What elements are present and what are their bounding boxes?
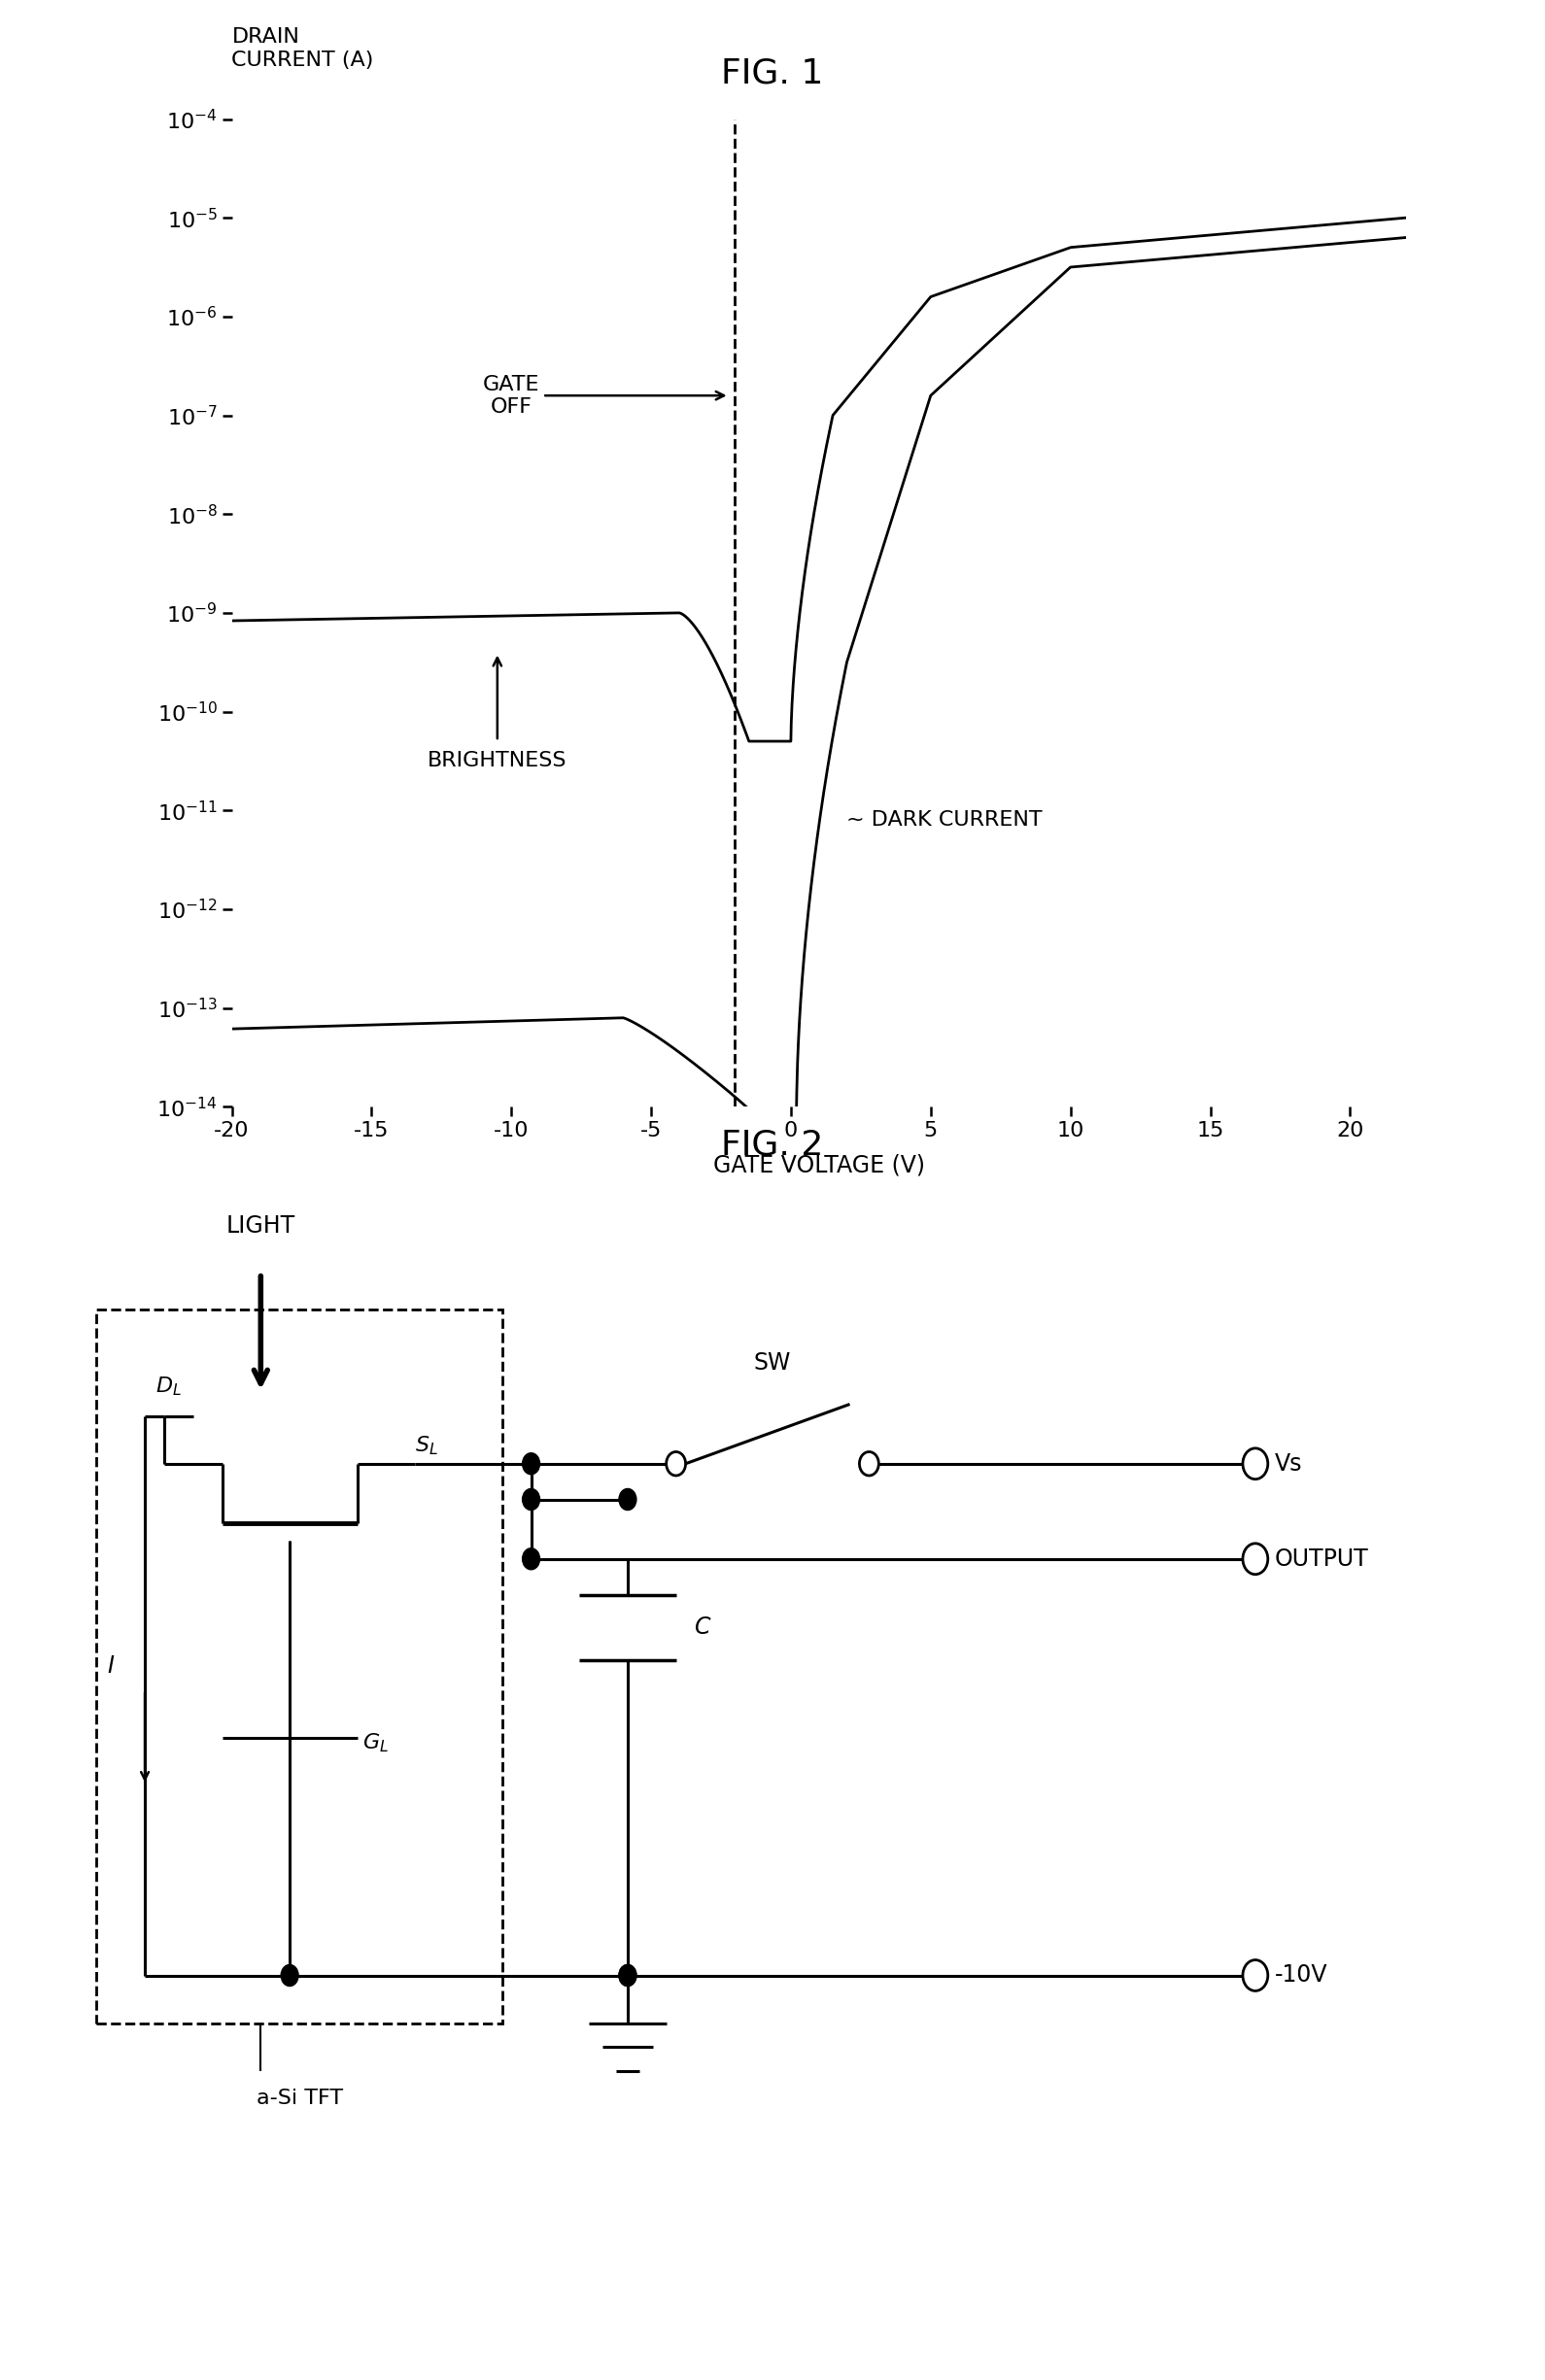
Text: I: I <box>108 1654 114 1678</box>
Circle shape <box>522 1549 539 1571</box>
Circle shape <box>620 1490 637 1511</box>
Text: GATE
OFF: GATE OFF <box>484 374 725 416</box>
Text: FIG. 2: FIG. 2 <box>722 1128 823 1161</box>
Circle shape <box>522 1490 539 1511</box>
Text: DRAIN
CURRENT (A): DRAIN CURRENT (A) <box>232 29 374 69</box>
Text: C: C <box>695 1616 711 1640</box>
X-axis label: GATE VOLTAGE (V): GATE VOLTAGE (V) <box>712 1154 925 1178</box>
Circle shape <box>1242 1542 1268 1576</box>
Text: OUTPUT: OUTPUT <box>1275 1547 1369 1571</box>
Text: SW: SW <box>754 1352 791 1373</box>
Circle shape <box>281 1966 298 1985</box>
Circle shape <box>620 1966 637 1985</box>
Circle shape <box>620 1966 637 1985</box>
Text: -10V: -10V <box>1275 1964 1327 1987</box>
Text: ~ DARK CURRENT: ~ DARK CURRENT <box>847 812 1043 831</box>
Text: FIG. 1: FIG. 1 <box>722 57 823 90</box>
Bar <box>96 1309 502 2023</box>
Text: $D_L$: $D_L$ <box>156 1376 182 1397</box>
Text: Vs: Vs <box>1275 1452 1302 1476</box>
Text: LIGHT: LIGHT <box>226 1214 295 1238</box>
Circle shape <box>522 1452 539 1473</box>
Circle shape <box>1242 1961 1268 1990</box>
Circle shape <box>666 1452 686 1476</box>
Text: $G_L$: $G_L$ <box>362 1733 388 1754</box>
Text: $S_L$: $S_L$ <box>416 1435 439 1457</box>
Circle shape <box>859 1452 879 1476</box>
Text: BRIGHTNESS: BRIGHTNESS <box>428 752 567 771</box>
Text: a-Si TFT: a-Si TFT <box>256 2090 343 2109</box>
Circle shape <box>1242 1447 1268 1478</box>
